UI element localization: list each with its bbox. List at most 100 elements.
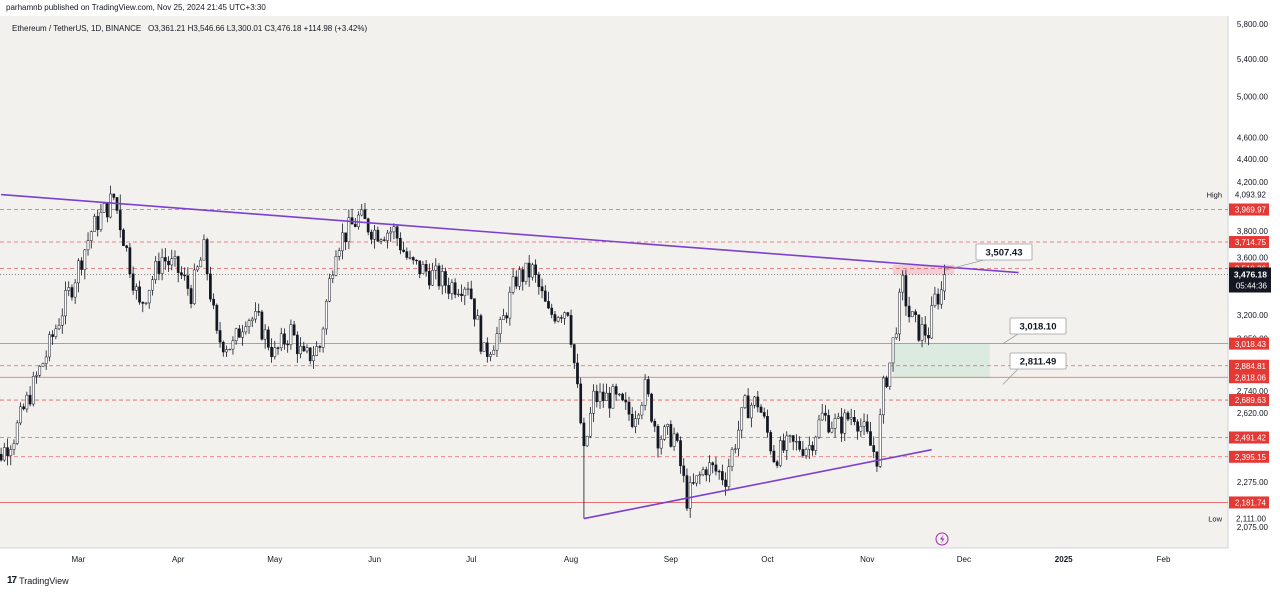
candle xyxy=(579,383,583,424)
candle xyxy=(334,256,338,276)
candle xyxy=(453,282,457,295)
candle xyxy=(653,420,657,427)
candle xyxy=(96,216,100,230)
price-tick-label: 2,740.00 xyxy=(1237,387,1269,396)
candle xyxy=(540,286,544,292)
candle xyxy=(672,433,676,447)
candle xyxy=(202,239,206,261)
candle xyxy=(733,448,737,450)
candle xyxy=(547,301,550,309)
candle xyxy=(308,347,312,362)
candle xyxy=(163,257,167,262)
candle xyxy=(189,288,193,304)
time-axis-label: Aug xyxy=(564,555,578,564)
time-axis-label: Apr xyxy=(172,555,185,564)
candle xyxy=(389,231,393,234)
candle xyxy=(382,239,386,241)
candle xyxy=(331,274,335,279)
callout-box[interactable] xyxy=(1009,317,1067,335)
price-tick-label: 2,075.00 xyxy=(1237,523,1269,532)
lightning-icon[interactable] xyxy=(935,532,949,546)
candle xyxy=(205,239,209,275)
candle xyxy=(447,285,451,294)
candle xyxy=(386,232,389,241)
candle xyxy=(64,290,67,317)
candle xyxy=(553,314,557,322)
candle xyxy=(2,447,6,461)
candle xyxy=(801,449,805,456)
candle xyxy=(289,324,293,345)
level-price-tag xyxy=(1229,203,1269,216)
plot-background xyxy=(0,16,1228,548)
current-price-text: 3,476.18 xyxy=(1234,270,1267,280)
candle xyxy=(112,193,116,198)
publisher-header: parhamnb published on TradingView.com, N… xyxy=(6,3,266,12)
price-chart[interactable]: 3,507.43 3,018.10 2,811.49 5,800.00 5,400.0… xyxy=(0,16,1280,572)
candle xyxy=(231,340,235,350)
level-price-tag-text: 2,818.06 xyxy=(1235,373,1267,382)
candle xyxy=(437,265,441,287)
candle xyxy=(511,276,515,293)
candle xyxy=(138,286,141,303)
candle xyxy=(466,288,470,290)
level-price-tag xyxy=(1229,431,1269,444)
candle xyxy=(154,261,158,280)
candle xyxy=(714,464,718,472)
candle xyxy=(785,435,789,451)
candle xyxy=(250,318,254,321)
candle xyxy=(836,416,840,419)
callout-box[interactable] xyxy=(1009,352,1067,370)
candle xyxy=(405,251,409,258)
candle xyxy=(685,475,689,509)
candle xyxy=(750,405,753,419)
candle xyxy=(853,417,856,423)
candle xyxy=(41,363,45,367)
candle xyxy=(543,290,547,302)
candle xyxy=(209,273,212,300)
callout-pointer xyxy=(1002,333,1019,344)
demand-zone xyxy=(893,343,990,379)
candle xyxy=(820,412,824,421)
candle xyxy=(109,193,112,218)
candle xyxy=(228,348,232,351)
candle xyxy=(180,272,183,276)
candle xyxy=(283,333,286,345)
candle xyxy=(151,279,154,291)
chart-svg[interactable]: 3,507.43 3,018.10 2,811.49 5,800.00 5,400.0… xyxy=(0,16,1280,572)
candle xyxy=(849,417,853,420)
countdown-text: 05:44:36 xyxy=(1236,282,1268,291)
price-tick-label: 3,800.00 xyxy=(1237,227,1269,236)
footer: 17 TradingView xyxy=(0,572,1280,592)
candle xyxy=(273,347,277,357)
candle xyxy=(939,289,943,305)
candle xyxy=(701,469,705,475)
candle xyxy=(756,396,760,408)
high-value: 4,093.92 xyxy=(1235,190,1267,199)
tradingview-logo[interactable]: 17 TradingView xyxy=(7,575,69,586)
candle xyxy=(302,345,306,352)
candle xyxy=(775,461,779,466)
trendline[interactable] xyxy=(1,193,1019,274)
candle xyxy=(234,328,238,341)
candle xyxy=(766,415,769,433)
candle xyxy=(456,293,460,296)
candle xyxy=(70,287,74,298)
price-tick-label: 5,400.00 xyxy=(1237,55,1269,64)
candle xyxy=(485,342,489,357)
level-price-tag xyxy=(1229,337,1269,350)
candle xyxy=(656,425,660,449)
time-axis-label: Jul xyxy=(466,555,476,564)
trendline[interactable] xyxy=(583,448,932,520)
callout-label: 2,811.49 xyxy=(1020,357,1056,368)
level-price-tag-text: 2,181.74 xyxy=(1235,499,1267,508)
candle xyxy=(901,275,905,293)
candle xyxy=(218,330,222,343)
candle xyxy=(682,465,686,476)
candle xyxy=(746,395,750,419)
level-price-tag xyxy=(1229,450,1269,463)
callout-box[interactable] xyxy=(975,243,1033,261)
level-price-tag-text: 3,969.97 xyxy=(1235,206,1267,215)
price-tick-label: 3,600.00 xyxy=(1237,253,1269,262)
candle xyxy=(608,392,612,409)
candle xyxy=(247,320,251,327)
